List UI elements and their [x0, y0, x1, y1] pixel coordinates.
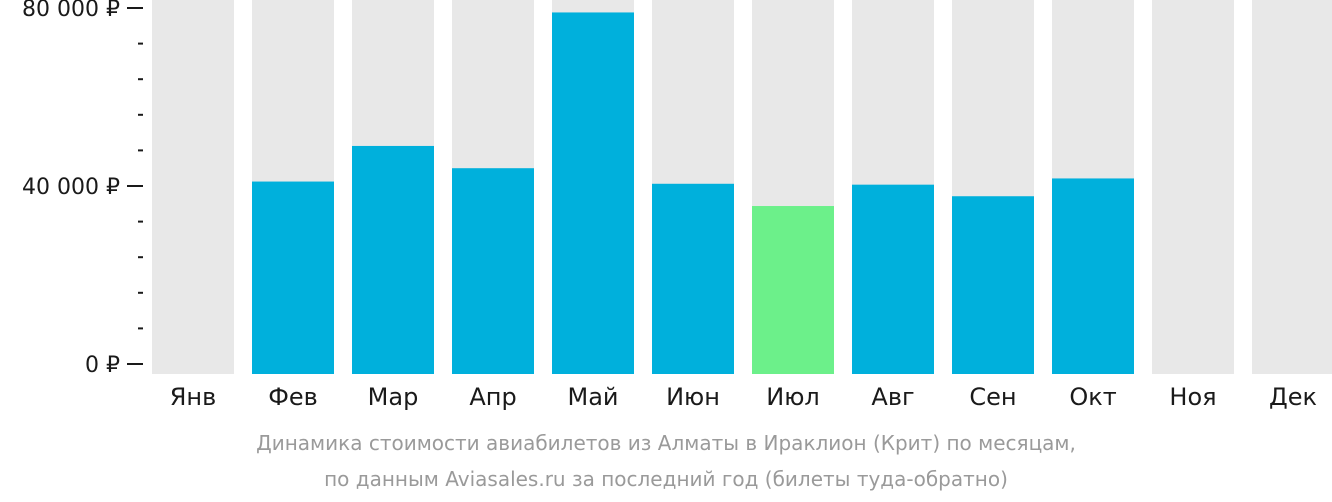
background-column [1252, 0, 1332, 374]
x-tick-label: Фев [268, 383, 318, 411]
x-tick-label: Дек [1269, 383, 1317, 411]
x-tick-label: Июн [666, 383, 720, 411]
bar-5 [552, 12, 634, 374]
bar-6 [652, 183, 734, 374]
bar-7 [752, 206, 834, 374]
x-tick-label: Мар [368, 383, 419, 411]
bar-3 [352, 145, 434, 374]
x-tick-label: Май [567, 383, 618, 411]
x-tick-label: Янв [170, 383, 217, 411]
price-bar-chart: 0 ₽ 40 000 ₽ 80 000 ₽ Янв Фев Мар Апр Май Июн Ию… [22, 0, 1332, 411]
chart-caption-line-1: Динамика стоимости авиабилетов из Алматы… [256, 431, 1076, 455]
background-column [1152, 0, 1234, 374]
x-tick-label: Окт [1069, 383, 1116, 411]
bar-9 [952, 196, 1034, 374]
x-tick-label: Сен [969, 383, 1016, 411]
x-tick-label: Июл [766, 383, 820, 411]
y-tick-label: 0 ₽ [85, 353, 120, 378]
x-axis: Янв Фев Мар Апр Май Июн Июл Авг Сен Окт Ноя Дек [170, 383, 1317, 411]
x-tick-label: Ноя [1169, 383, 1216, 411]
x-tick-label: Авг [871, 383, 914, 411]
y-tick-label: 80 000 ₽ [22, 0, 120, 22]
y-axis: 0 ₽ 40 000 ₽ 80 000 ₽ [22, 0, 143, 378]
bar-4 [452, 168, 534, 374]
x-tick-label: Апр [469, 383, 516, 411]
bar-8 [852, 184, 934, 374]
bars [252, 12, 1134, 374]
bar-2 [252, 181, 334, 374]
chart-caption-line-2: по данным Aviasales.ru за последний год … [324, 467, 1008, 491]
bar-10 [1052, 178, 1134, 374]
background-column [152, 0, 234, 374]
y-tick-label: 40 000 ₽ [22, 175, 120, 200]
